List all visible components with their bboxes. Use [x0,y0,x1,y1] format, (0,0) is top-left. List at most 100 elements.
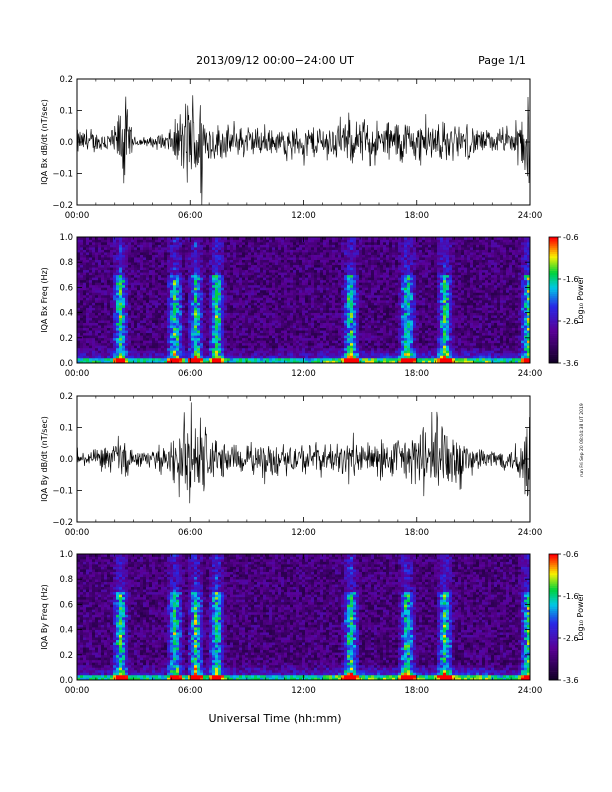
spectrogram-cell [314,297,317,300]
spectrogram-cell [206,275,209,278]
spectrogram-cell [233,260,236,263]
spectrogram-cell [266,277,269,280]
spectrogram-cell [191,310,194,313]
spectrogram-cell [308,305,311,308]
spectrogram-cell [344,247,347,250]
spectrogram-cell [122,292,125,295]
spectrogram-cell [182,270,185,273]
spectrogram-cell [191,353,194,356]
spectrogram-cell [218,330,221,333]
spectrogram-cell [338,340,341,343]
spectrogram-cell [314,308,317,311]
spectrogram-cell [221,272,224,275]
spectrogram-cell [224,338,227,341]
spectrogram-cell [302,315,305,318]
spectrogram-cell [287,315,290,318]
spectrogram-cell [362,355,365,358]
spectrogram-cell [176,297,179,300]
spectrogram-cell [341,247,344,250]
spectrogram-cell [80,303,83,306]
spectrogram-cell [308,328,311,331]
spectrogram-cell [260,335,263,338]
spectrogram-cell [338,350,341,353]
spectrogram-cell [269,260,272,263]
spectrogram-cell [320,260,323,263]
spectrogram-cell [281,305,284,308]
spectrogram-cell [350,275,353,278]
spectrogram-cell [293,353,296,356]
spectrogram-cell [344,287,347,290]
spectrogram-cell [206,358,209,361]
spectrogram-cell [371,355,374,358]
spectrogram-cell [338,252,341,255]
spectrogram-cell [137,330,140,333]
spectrogram-cell [266,287,269,290]
spectrogram-cell [281,355,284,358]
spectrogram-cell [227,280,230,283]
spectrogram-cell [221,280,224,283]
spectrogram-cell [182,340,185,343]
spectrogram-cell [287,338,290,341]
spectrogram-cell [302,257,305,260]
spectrogram-cell [131,345,134,348]
spectrogram-cell [323,343,326,346]
spectrogram-cell [128,280,131,283]
spectrogram-cell [353,267,356,270]
spectrogram-cell [119,340,122,343]
spectrogram-cell [254,325,257,328]
spectrogram-cell [149,275,152,278]
spectrogram-cell [110,338,113,341]
spectrogram-cell [185,287,188,290]
spectrogram-cell [95,310,98,313]
spectrogram-cell [86,280,89,283]
spectrogram-cell [278,335,281,338]
spectrogram-cell [95,242,98,245]
spectrogram-cell [323,240,326,243]
spectrogram-cell [167,245,170,248]
spectrogram-cell [119,277,122,280]
spectrogram-cell [368,330,371,333]
spectrogram-cell [335,338,338,341]
spectrogram-cell [185,350,188,353]
spectrogram-cell [212,315,215,318]
spectrogram-cell [347,245,350,248]
spectrogram-cell [347,333,350,336]
spectrogram-cell [206,297,209,300]
spectrogram-cell [248,350,251,353]
spectrogram-cell [329,270,332,273]
spectrogram-cell [278,318,281,321]
spectrogram-cell [221,255,224,258]
spectrogram-cell [212,295,215,298]
spectrogram-cell [149,257,152,260]
spectrogram-cell [107,300,110,303]
spectrogram-cell [314,260,317,263]
spectrogram-cell [161,297,164,300]
spectrogram-cell [161,340,164,343]
spectrogram-cell [368,267,371,270]
spectrogram-cell [290,343,293,346]
spectrogram-cell [266,350,269,353]
spectrogram-cell [353,292,356,295]
spectrogram-cell [248,280,251,283]
spectrogram-cell [248,300,251,303]
spectrogram-cell [257,250,260,253]
spectrogram-cell [269,265,272,268]
spectrogram-cell [335,262,338,265]
spectrogram-cell [137,305,140,308]
spectrogram-cell [116,260,119,263]
spectrogram-cell [215,355,218,358]
spectrogram-cell [227,250,230,253]
spectrogram-cell [206,292,209,295]
spectrogram-cell [182,330,185,333]
spectrogram-cell [230,260,233,263]
spectrogram-cell [293,260,296,263]
spectrogram-cell [119,350,122,353]
spectrogram-cell [281,260,284,263]
spectrogram-cell [344,340,347,343]
spectrogram-cell [335,285,338,288]
spectrogram-cell [83,292,86,295]
spectrogram-cell [326,330,329,333]
spectrogram-cell [311,338,314,341]
spectrogram-cell [272,338,275,341]
spectrogram-cell [155,270,158,273]
